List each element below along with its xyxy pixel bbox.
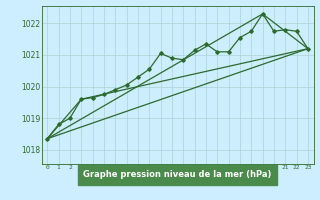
- X-axis label: Graphe pression niveau de la mer (hPa): Graphe pression niveau de la mer (hPa): [84, 170, 272, 179]
